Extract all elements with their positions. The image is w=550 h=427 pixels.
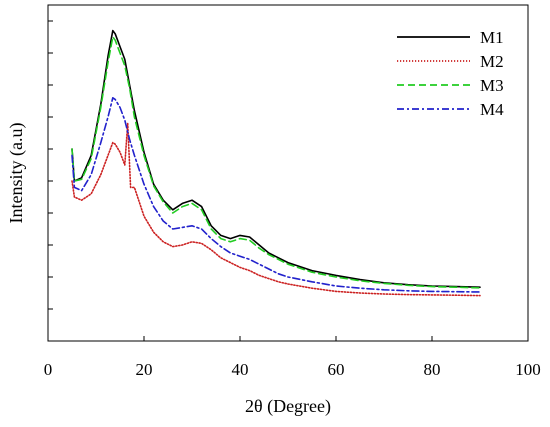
- x-tick-label: 60: [328, 360, 345, 379]
- x-tick-label: 0: [44, 360, 53, 379]
- x-axis-label: 2θ (Degree): [245, 396, 331, 417]
- x-tick-label: 20: [136, 360, 153, 379]
- series-layer: [71, 29, 481, 297]
- y-axis-label: Intensity (a.u): [6, 123, 27, 224]
- legend-label: M4: [480, 100, 504, 119]
- x-tick-label: 80: [424, 360, 441, 379]
- x-axis-ticks: 0 20 40 60 80 100: [44, 336, 541, 379]
- series-line-m4: [71, 97, 481, 293]
- x-tick-label: 100: [515, 360, 541, 379]
- series-line-m3: [71, 36, 481, 289]
- x-tick-label: 40: [232, 360, 249, 379]
- series-line-m1: [71, 29, 481, 288]
- plot-frame: [47, 4, 529, 342]
- legend-label: M2: [480, 52, 504, 71]
- legend-label: M3: [480, 76, 504, 95]
- series-line-m2: [71, 122, 481, 297]
- legend-label: M1: [480, 28, 504, 47]
- y-axis-ticks: [48, 20, 53, 310]
- legend: M1 M2 M3 M4: [397, 28, 504, 119]
